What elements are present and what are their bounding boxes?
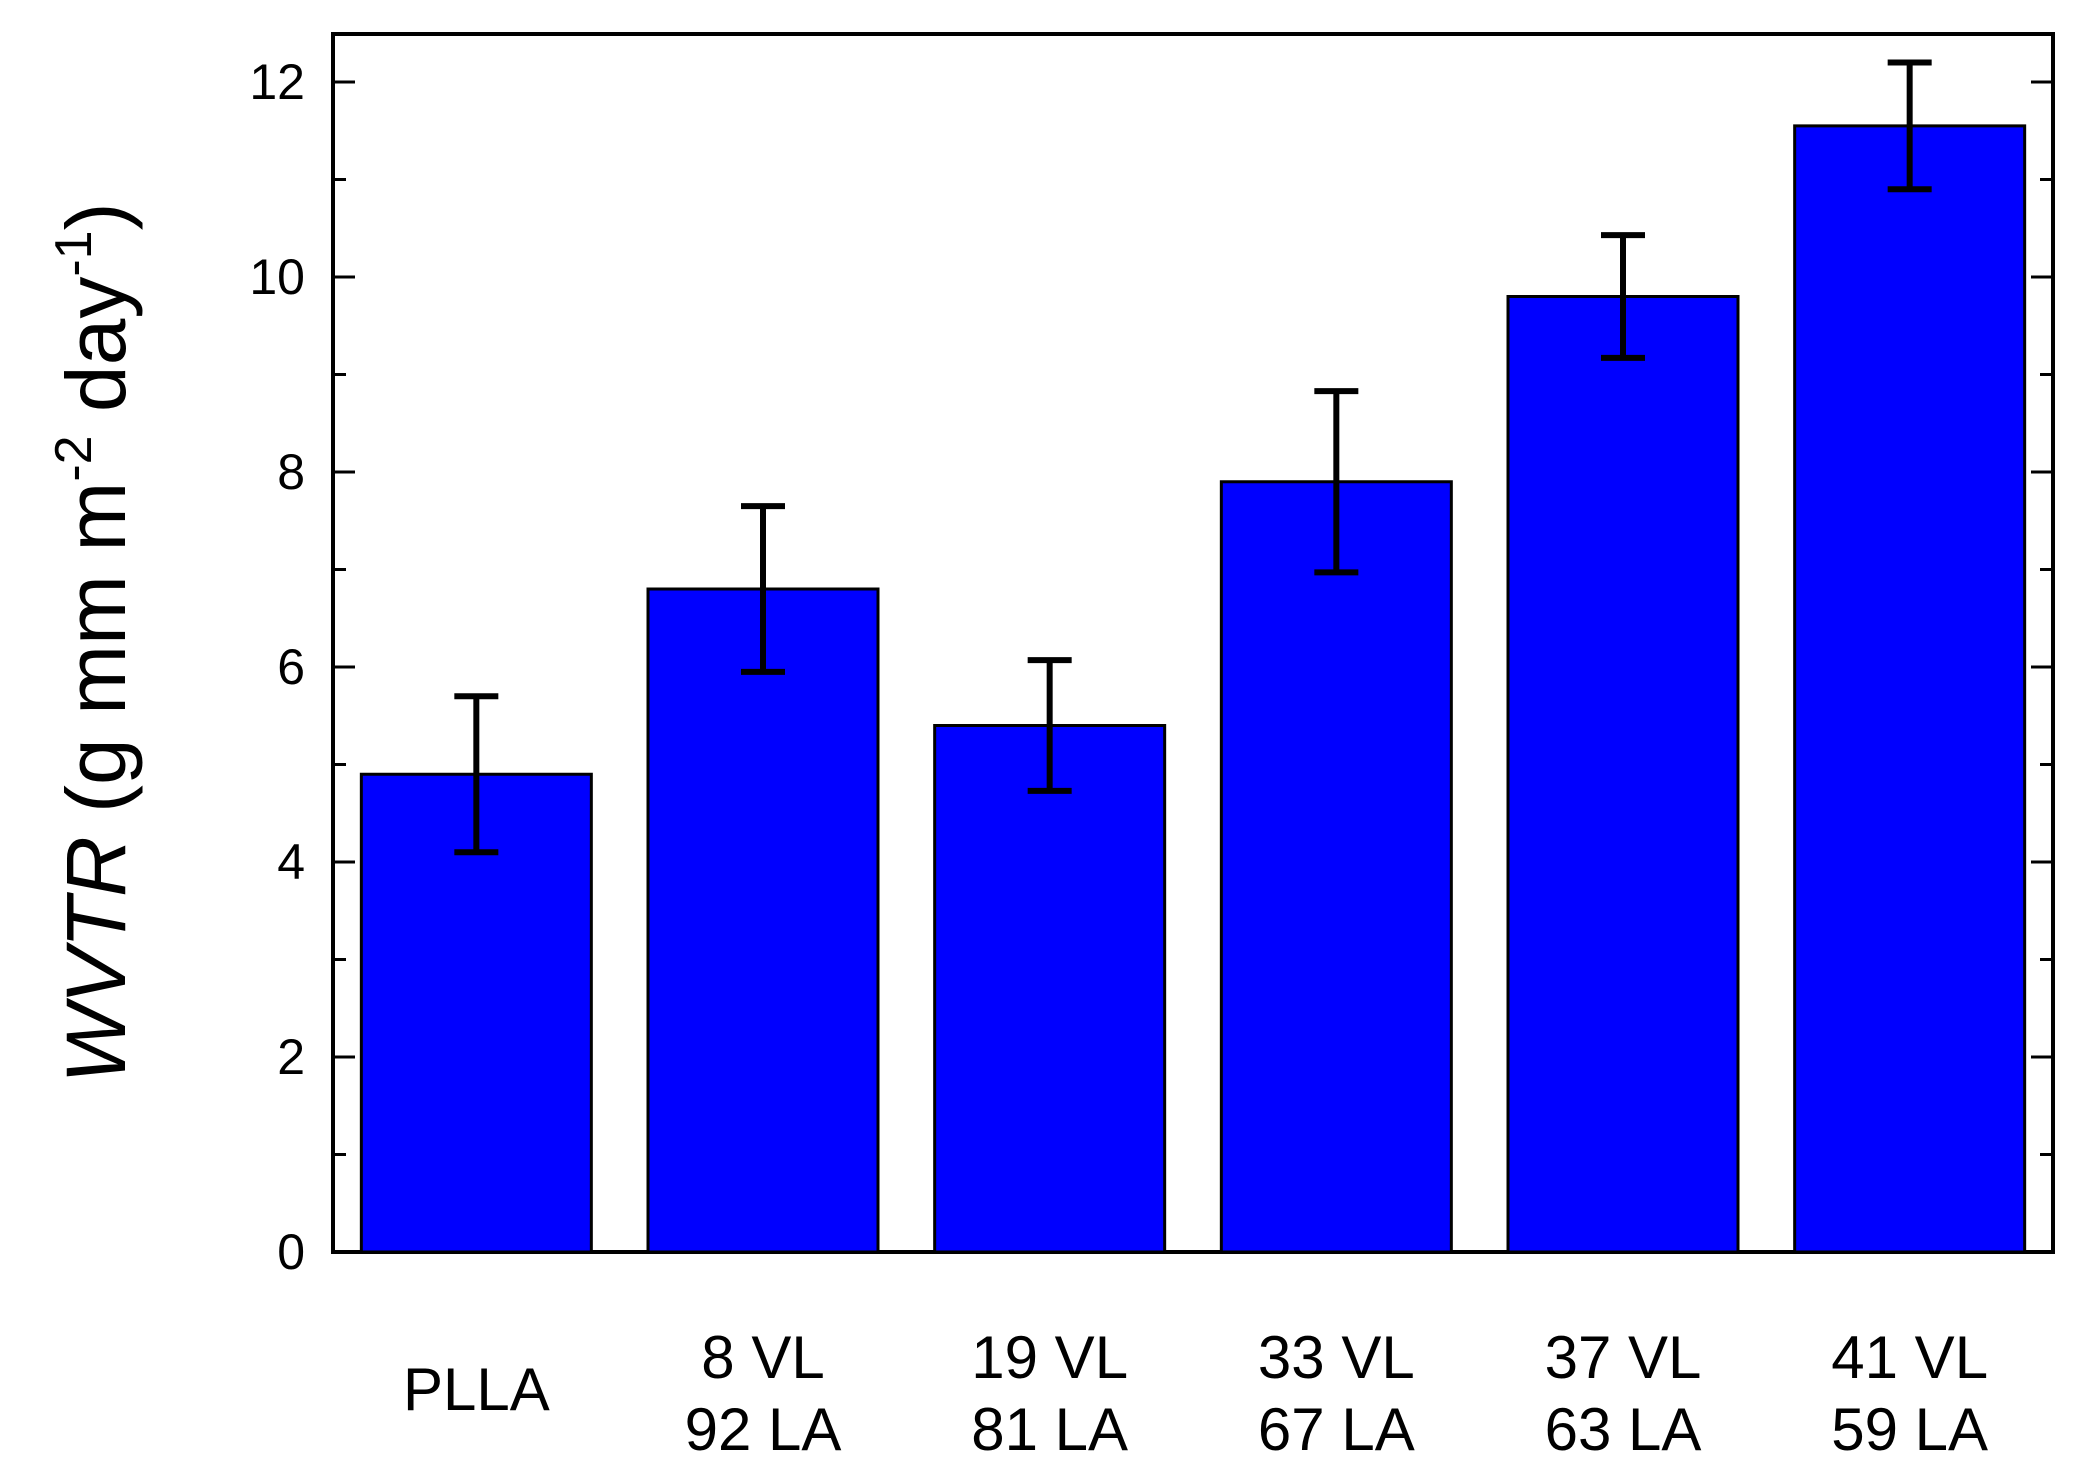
bars-group — [359, 124, 2027, 1254]
x-tick-label-3-line-0: 33 VL — [1258, 1324, 1415, 1391]
x-tick-label-2-line-0: 19 VL — [971, 1324, 1128, 1391]
y-axis-label: WVTR (g mm m-2 day-1) — [45, 202, 143, 1083]
bar-2 — [933, 724, 1167, 1254]
y-tick-label-6: 6 — [277, 639, 305, 695]
x-tick-label-0: PLLA — [403, 1356, 550, 1423]
y-tick-label-4: 4 — [277, 834, 305, 890]
y-tick-label-12: 12 — [249, 54, 305, 110]
x-tick-label-3-line-1: 67 LA — [1258, 1396, 1415, 1463]
y-tick-label-2: 2 — [277, 1029, 305, 1085]
error-bars-group — [454, 59, 1932, 856]
y-tick-label-10: 10 — [249, 249, 305, 305]
bar-5 — [1793, 124, 2027, 1254]
plot-frame — [331, 32, 2055, 1254]
bar-4 — [1506, 295, 1740, 1254]
x-tick-label-1-line-1: 92 LA — [685, 1396, 842, 1463]
y-axis-label-sup2: -1 — [45, 230, 103, 276]
x-tick-label-1-line-0: 8 VL — [701, 1324, 824, 1391]
x-tick-label-2-line-1: 81 LA — [971, 1396, 1128, 1463]
y-axis-label-end: ) — [49, 202, 143, 230]
y-axis: 0 2 4 6 8 10 12 — [249, 54, 2053, 1280]
y-axis-label-mid: day — [49, 277, 143, 436]
x-tick-label-5: 41 VL 59 LA — [1831, 1324, 1988, 1463]
x-tick-label-4: 37 VL 63 LA — [1545, 1324, 1702, 1463]
x-tick-label-5-line-1: 59 LA — [1831, 1396, 1988, 1463]
x-tick-label-2: 19 VL 81 LA — [971, 1324, 1128, 1463]
y-tick-label-0: 0 — [277, 1224, 305, 1280]
bar-3 — [1219, 480, 1453, 1254]
x-tick-label-3: 33 VL 67 LA — [1258, 1324, 1415, 1463]
bar-1 — [646, 587, 880, 1254]
x-tick-label-1: 8 VL 92 LA — [685, 1324, 842, 1463]
x-axis: PLLA 8 VL 92 LA 19 VL 81 LA 33 VL 67 LA 37 VL 63… — [403, 1324, 1988, 1463]
x-tick-label-4-line-0: 37 VL — [1545, 1324, 1702, 1391]
y-axis-label-italic: WVTR — [49, 836, 143, 1083]
y-axis-label-main: (g mm m — [49, 482, 143, 837]
x-tick-label-0-line-0: PLLA — [403, 1356, 550, 1423]
x-tick-label-4-line-1: 63 LA — [1545, 1396, 1702, 1463]
y-axis-label-sup1: -2 — [45, 435, 103, 481]
x-tick-label-5-line-0: 41 VL — [1831, 1324, 1988, 1391]
y-tick-label-8: 8 — [277, 444, 305, 500]
